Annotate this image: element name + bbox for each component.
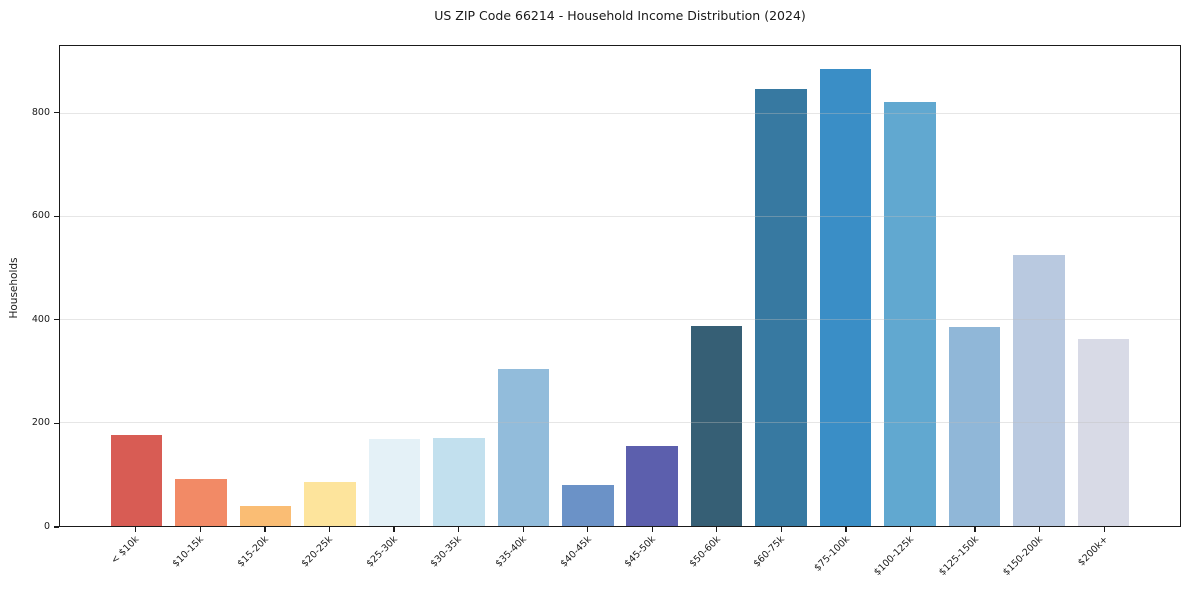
y-tick-mark [54, 422, 59, 425]
bar-125-150k [948, 327, 1001, 526]
y-tick-mark [54, 319, 59, 321]
x-tick-mark [328, 527, 331, 532]
y-tick-label: 400 [31, 313, 50, 325]
bar-200k [1077, 338, 1130, 526]
bar-35-40k [497, 368, 550, 526]
bar-25-30k [368, 439, 421, 526]
x-tick-mark [393, 527, 395, 532]
x-tick-mark [199, 527, 201, 532]
bar-60-75k [755, 88, 807, 526]
x-tick-mark [651, 527, 653, 532]
gridline-800 [60, 112, 1180, 114]
x-tick-mark [909, 527, 912, 532]
x-tick-label-text: $40-45k [558, 534, 594, 570]
x-tick-label-text: $30-35k [428, 534, 465, 570]
x-tick-mark [587, 527, 589, 532]
bar-30-35k [433, 438, 485, 526]
bar-40-45k [562, 485, 614, 526]
bar-15-20k [239, 505, 292, 526]
bar-75-100k [819, 68, 872, 526]
gridline-600 [60, 215, 1180, 217]
x-tick-label-text: $50-60k [687, 534, 723, 570]
bar-10k [110, 435, 163, 526]
x-tick-label-text: $125-150k [936, 534, 981, 579]
plot-area [59, 45, 1181, 527]
y-tick-mark [54, 526, 59, 528]
x-tick-mark [780, 527, 782, 532]
x-tick-label-text: $35-40k [493, 534, 529, 570]
bar-50-60k [690, 326, 743, 526]
x-tick-label-text: $100-125k [872, 534, 917, 579]
y-tick-label: 0 [43, 521, 50, 532]
x-tick-mark [135, 527, 137, 532]
x-tick-label-text: $20-25k [299, 534, 336, 570]
x-tick-label-text: $75-100k [811, 534, 852, 574]
y-tick-mark [54, 112, 59, 114]
chart-title: US ZIP Code 66214 - Household Income Dis… [434, 8, 806, 23]
x-tick-mark [974, 527, 976, 532]
x-tick-label-text: $200k+ [1075, 534, 1110, 569]
x-tick-mark [716, 527, 718, 532]
x-tick-label-text: $45-50k [622, 534, 659, 570]
x-tick-mark [1103, 527, 1105, 532]
gridline-200 [60, 421, 1180, 423]
y-tick-label: 200 [31, 417, 50, 429]
y-tick-label: 800 [31, 106, 50, 118]
gridline-400 [60, 318, 1180, 320]
x-tick-mark [522, 527, 524, 532]
x-tick-mark [845, 527, 847, 532]
x-tick-label-text: < $10k [109, 534, 142, 567]
x-tick-mark [458, 527, 460, 532]
bar-20-25k [304, 482, 356, 526]
x-tick-label-text: $25-30k [364, 534, 400, 570]
x-tick-label-text: $10-15k [170, 534, 207, 570]
bar-45-50k [626, 446, 678, 526]
bar-100-125k [884, 101, 936, 526]
x-tick-label-text: $60-75k [751, 534, 788, 570]
x-tick-mark [264, 527, 266, 532]
x-tick-label-text: $15-20k [235, 534, 271, 570]
bar-150-200k [1013, 254, 1065, 526]
y-tick-mark [54, 215, 59, 217]
x-tick-label-text: $150-200k [1001, 534, 1046, 579]
bar-10-15k [175, 479, 227, 526]
x-tick-mark [1039, 527, 1041, 532]
y-tick-label: 600 [31, 210, 50, 222]
y-axis-label-text: Households [8, 257, 20, 319]
